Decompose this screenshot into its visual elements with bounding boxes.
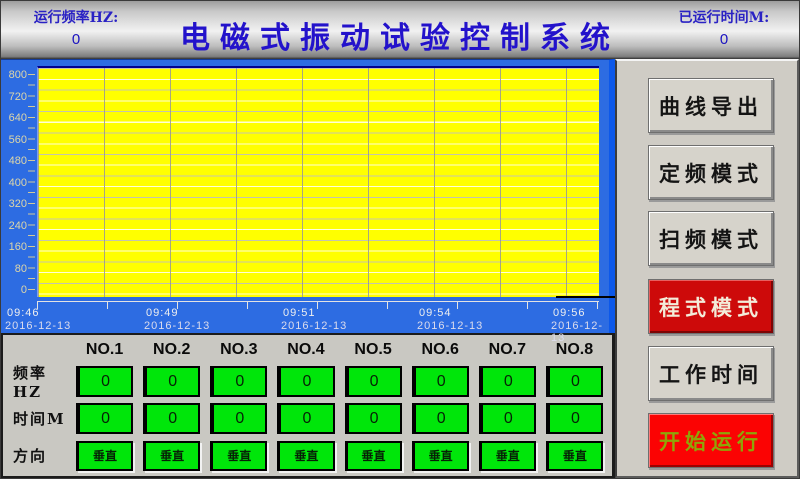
frequency-input-2[interactable]: 0 (143, 366, 201, 397)
column-header-no6: NO.6 (421, 341, 459, 358)
frequency-row: 频率HZ 0 0 0 0 0 0 0 0 (5, 363, 608, 401)
y-tick: 240 (8, 220, 27, 232)
fixed-freq-mode-button[interactable]: 定频模式 (648, 145, 774, 200)
x-tick-time: 09:56 (553, 307, 586, 319)
column-header-no7: NO.7 (488, 341, 526, 358)
time-input-3[interactable]: 0 (210, 403, 268, 434)
y-tick: 480 (8, 155, 27, 167)
table-header-row: NO.1 NO.2 NO.3 NO.4 NO.5 NO.6 NO.7 NO.8 (5, 337, 608, 363)
y-tick: 0 (20, 284, 27, 296)
frequency-input-8[interactable]: 0 (545, 366, 603, 397)
x-tick-date: 2016-12-13 (417, 320, 484, 332)
y-tick: 640 (8, 112, 27, 124)
x-tick-time: 09:54 (419, 307, 452, 319)
x-tick-time: 09:46 (7, 307, 40, 319)
sweep-freq-mode-button[interactable]: 扫频模式 (648, 211, 774, 266)
start-run-button[interactable]: 开始运行 (648, 413, 774, 468)
time-row: 时间M 0 0 0 0 0 0 0 0 (5, 400, 608, 437)
run-frequency-block: 运行频率HZ: 0 (1, 1, 151, 59)
y-axis (28, 74, 35, 292)
frequency-input-7[interactable]: 0 (478, 366, 536, 397)
direction-toggle-6[interactable]: 垂直 (411, 440, 469, 471)
time-input-2[interactable]: 0 (143, 403, 201, 434)
frequency-input-4[interactable]: 0 (277, 366, 335, 397)
title-bar: 运行频率HZ: 0 电磁式振动试验控制系统 已运行时间M: 0 (1, 1, 799, 59)
frequency-trace-line (556, 296, 624, 298)
column-header-no1: NO.1 (85, 341, 124, 358)
column-header-no8: NO.8 (555, 341, 594, 358)
page-title: 电磁式振动试验控制系统 (180, 21, 620, 56)
direction-toggle-5[interactable]: 垂直 (344, 440, 402, 471)
direction-toggle-3[interactable]: 垂直 (210, 440, 268, 471)
plot-area (37, 66, 624, 298)
x-tick-date: 2016-12-13 (5, 320, 72, 332)
channel-table: NO.1 NO.2 NO.3 NO.4 NO.5 NO.6 NO.7 NO.8 … (1, 333, 615, 478)
y-tick: 720 (8, 91, 27, 103)
frequency-input-3[interactable]: 0 (210, 366, 268, 397)
work-time-button[interactable]: 工作时间 (648, 346, 774, 401)
direction-toggle-8[interactable]: 垂直 (545, 440, 603, 471)
column-header-no4: NO.4 (287, 341, 325, 358)
run-frequency-label: 运行频率HZ: (33, 10, 119, 26)
y-tick: 80 (14, 263, 27, 275)
time-input-4[interactable]: 0 (277, 403, 335, 434)
time-input-6[interactable]: 0 (411, 403, 469, 434)
direction-toggle-2[interactable]: 垂直 (143, 440, 201, 471)
elapsed-time-block: 已运行时间M: 0 (649, 1, 799, 59)
y-tick: 560 (8, 134, 27, 146)
export-curve-button[interactable]: 曲线导出 (648, 78, 774, 133)
run-frequency-value: 0 (71, 31, 81, 48)
frequency-row-label: 频率HZ (13, 364, 48, 401)
direction-toggle-7[interactable]: 垂直 (478, 440, 536, 471)
y-tick: 400 (8, 177, 27, 189)
x-tick-date: 2016-12-13 (144, 320, 211, 332)
column-header-no5: NO.5 (354, 341, 392, 358)
frequency-input-6[interactable]: 0 (411, 366, 469, 397)
column-header-no3: NO.3 (220, 341, 258, 358)
direction-row: 方向 垂直 垂直 垂直 垂直 垂直 垂直 垂直 垂直 (5, 437, 608, 474)
x-axis (37, 301, 599, 309)
trend-chart: 800 720 640 560 480 400 320 240 160 80 0… (1, 59, 624, 344)
time-input-5[interactable]: 0 (344, 403, 402, 434)
elapsed-time-value: 0 (719, 31, 729, 48)
y-tick: 320 (8, 198, 27, 210)
elapsed-time-label: 已运行时间M: (678, 10, 770, 26)
control-sidebar: 曲线导出 定频模式 扫频模式 程式模式 工作时间 开始运行 (615, 59, 799, 478)
direction-row-label: 方向 (13, 447, 48, 465)
x-tick-time: 09:49 (146, 307, 179, 319)
direction-toggle-1[interactable]: 垂直 (76, 440, 134, 471)
x-tick-time: 09:51 (283, 307, 316, 319)
time-input-8[interactable]: 0 (545, 403, 603, 434)
y-tick: 160 (8, 241, 27, 253)
y-tick: 800 (8, 69, 27, 81)
direction-toggle-4[interactable]: 垂直 (277, 440, 335, 471)
time-input-1[interactable]: 0 (76, 403, 134, 434)
frequency-input-5[interactable]: 0 (344, 366, 402, 397)
time-input-7[interactable]: 0 (478, 403, 536, 434)
time-row-label: 时间M (13, 410, 66, 428)
program-mode-button[interactable]: 程式模式 (648, 279, 774, 334)
column-header-no2: NO.2 (153, 341, 191, 358)
x-tick-date: 2016-12-13 (281, 320, 348, 332)
x-tick-date: 2016-12-13 (551, 320, 604, 344)
frequency-input-1[interactable]: 0 (76, 366, 134, 397)
